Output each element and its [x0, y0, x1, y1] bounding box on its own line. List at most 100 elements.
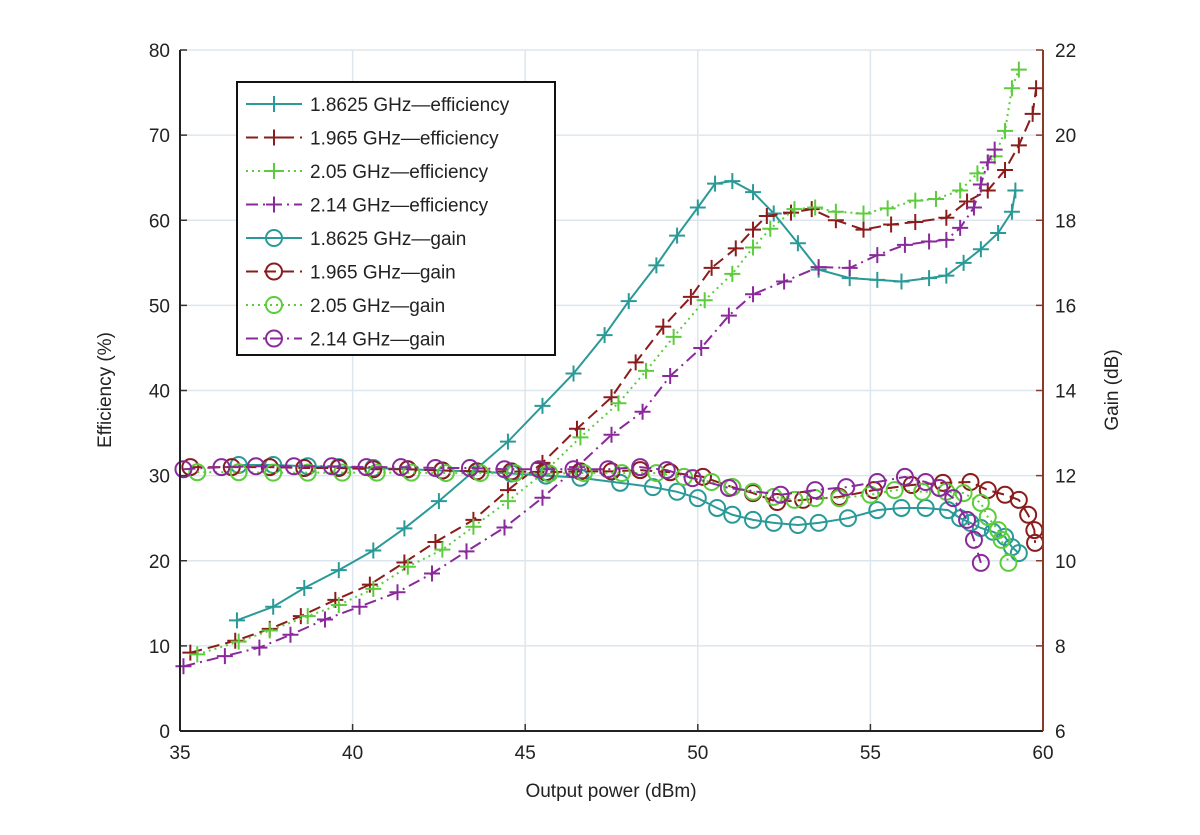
- circle-marker: [719, 478, 738, 497]
- circle-marker: [683, 469, 702, 488]
- legend-entry: 1.8625 GHz—efficiency: [246, 95, 510, 116]
- plus-marker: [596, 327, 613, 344]
- plus-marker: [841, 259, 858, 276]
- legend-entry: 2.14 GHz—efficiency: [246, 196, 489, 217]
- plus-marker: [330, 562, 347, 579]
- series-1: [228, 173, 1024, 629]
- y-tick-label: 0: [159, 722, 170, 743]
- circle-marker: [657, 461, 676, 480]
- plus-marker: [568, 420, 585, 437]
- circle-marker: [246, 457, 265, 476]
- circle-marker: [868, 501, 887, 520]
- circle-marker: [895, 467, 914, 486]
- circle-marker: [574, 464, 593, 483]
- circle-marker: [402, 463, 421, 482]
- plus-marker: [707, 175, 724, 192]
- y-tick-label: 60: [149, 211, 170, 232]
- y-tick-label: 70: [149, 126, 170, 147]
- circle-marker: [426, 458, 445, 477]
- circle-marker: [989, 521, 1008, 540]
- circle-marker: [944, 489, 963, 508]
- plus-marker: [423, 565, 440, 582]
- plus-marker: [907, 192, 924, 209]
- circle-marker: [864, 481, 883, 500]
- circle-marker: [788, 515, 807, 534]
- plus-marker: [693, 339, 710, 356]
- plus-marker: [783, 204, 800, 221]
- plus-marker: [610, 395, 627, 412]
- plus-marker: [351, 598, 368, 615]
- plus-marker: [855, 205, 872, 222]
- plus-marker: [803, 201, 820, 218]
- legend-label: 2.14 GHz—gain: [310, 330, 445, 351]
- circle-marker: [264, 463, 283, 482]
- circle-marker: [174, 460, 193, 479]
- plus-marker: [789, 235, 806, 252]
- plus-marker: [182, 644, 199, 661]
- plus-marker: [869, 247, 886, 264]
- circle-marker: [868, 473, 887, 492]
- circle-marker: [838, 509, 857, 528]
- x-tick-label: 55: [860, 743, 881, 764]
- axes: 35 40 45 50 55 60 0 10 20 30 40 50 60 70 80 6 8 10 12 14 16 1…: [149, 41, 1077, 764]
- circle-marker: [329, 458, 348, 477]
- series-4: [175, 141, 1003, 675]
- legend: 1.8625 GHz—efficiency 1.965 GHz—efficienc…: [236, 81, 556, 356]
- circle-marker: [540, 464, 559, 483]
- plus-marker: [855, 221, 872, 238]
- plus-marker: [669, 227, 686, 244]
- plus-marker: [266, 96, 282, 112]
- legend-label: 1.8625 GHz—efficiency: [310, 95, 510, 116]
- plus-marker: [724, 265, 741, 282]
- plus-marker: [572, 429, 589, 446]
- plus-marker: [648, 257, 665, 274]
- circle-marker: [357, 458, 376, 477]
- circle-marker: [611, 473, 630, 492]
- plus-marker: [430, 493, 447, 510]
- circle-marker: [992, 530, 1011, 549]
- plus-marker: [745, 239, 762, 256]
- x-tick-label: 35: [169, 743, 190, 764]
- circle-marker: [367, 463, 386, 482]
- plus-marker: [662, 368, 679, 385]
- plus-marker: [762, 220, 779, 237]
- circle-marker: [322, 457, 341, 476]
- circle-marker: [837, 478, 856, 497]
- plus-marker: [807, 199, 824, 216]
- plus-marker: [952, 182, 969, 199]
- plus-marker: [266, 163, 282, 179]
- plus-marker: [565, 365, 582, 382]
- circle-marker: [643, 478, 662, 497]
- circle-marker: [612, 464, 631, 483]
- circle-marker: [1009, 544, 1028, 563]
- y2-tick-label: 10: [1055, 552, 1076, 573]
- y-tick-label: 10: [149, 637, 170, 658]
- circle-marker: [978, 507, 997, 526]
- plus-marker: [921, 270, 938, 287]
- plus-marker: [969, 165, 986, 182]
- circle-marker: [971, 493, 990, 512]
- circle-marker: [391, 458, 410, 477]
- plus-marker: [997, 162, 1014, 179]
- plus-marker: [266, 129, 282, 146]
- plus-marker: [396, 520, 413, 537]
- x-tick-label: 60: [1032, 743, 1053, 764]
- plus-marker: [534, 397, 551, 414]
- circle-marker: [723, 505, 742, 524]
- plus-marker: [399, 558, 416, 575]
- legend-entry: 1.8625 GHz—gain: [246, 229, 466, 250]
- plus-marker: [282, 626, 299, 643]
- legend-label: 1.8625 GHz—gain: [310, 229, 466, 250]
- plus-marker: [979, 154, 996, 171]
- x-axis-label: Output power (dBm): [525, 781, 696, 802]
- circle-marker: [265, 229, 283, 247]
- legend-label: 2.14 GHz—efficiency: [310, 196, 489, 217]
- legend-label: 1.965 GHz—gain: [310, 263, 456, 284]
- circle-marker: [668, 482, 687, 501]
- circle-marker: [599, 460, 618, 479]
- plus-marker: [499, 493, 516, 510]
- plus-marker: [458, 543, 475, 560]
- plus-marker: [955, 254, 972, 271]
- plus-marker: [365, 542, 382, 559]
- plus-marker: [665, 328, 682, 345]
